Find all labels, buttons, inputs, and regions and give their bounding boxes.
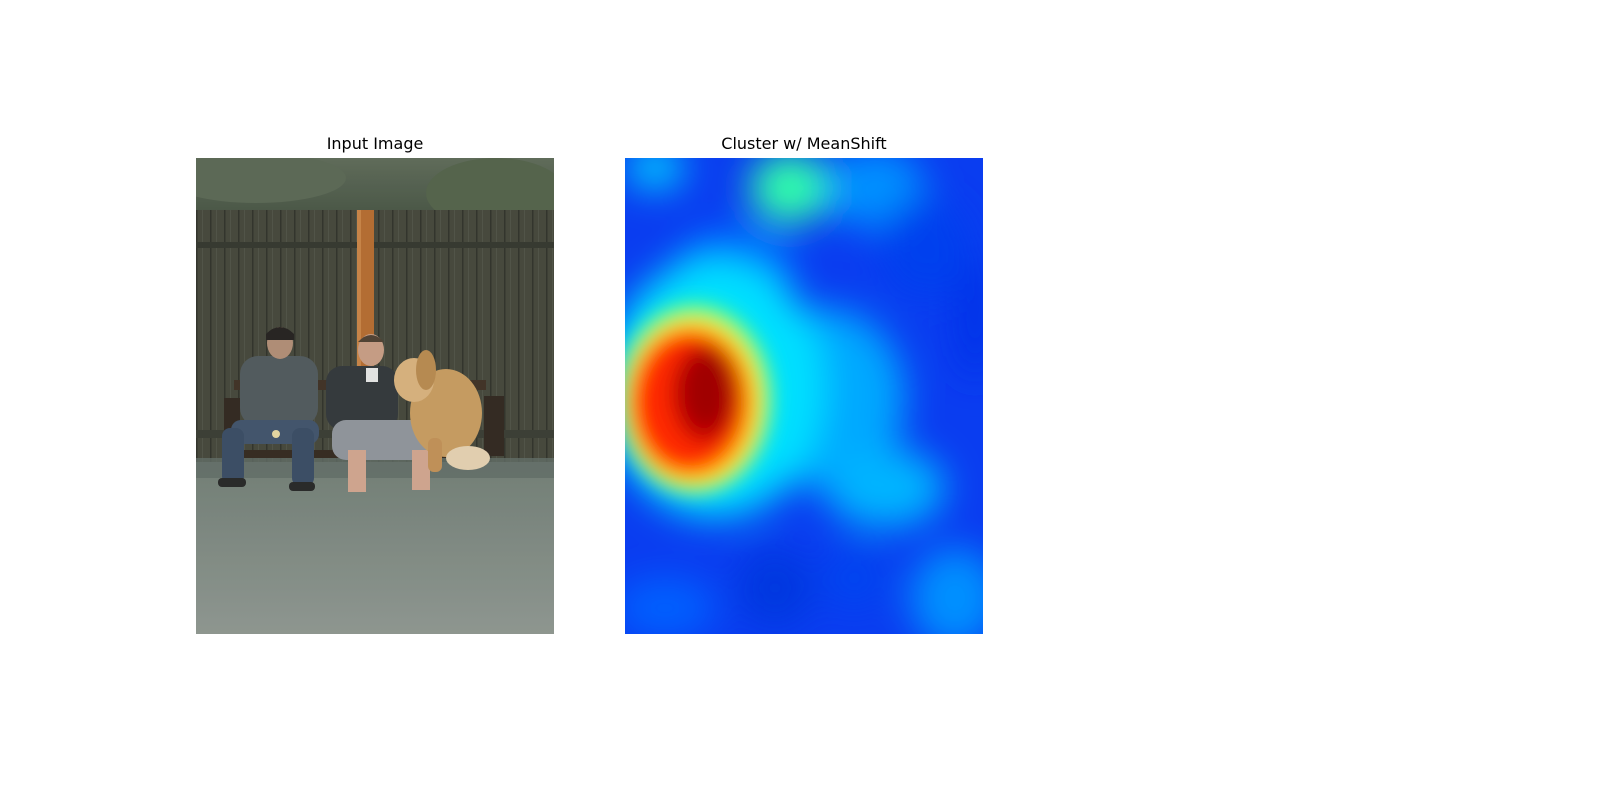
- input-image: [196, 158, 554, 634]
- cluster-heatmap: [625, 158, 983, 634]
- input-image-title: Input Image: [326, 134, 424, 153]
- cluster-meanshift-title: Cluster w/ MeanShift: [721, 134, 887, 153]
- input-photo-graphic: [196, 158, 554, 634]
- heatmap-graphic: [625, 158, 983, 634]
